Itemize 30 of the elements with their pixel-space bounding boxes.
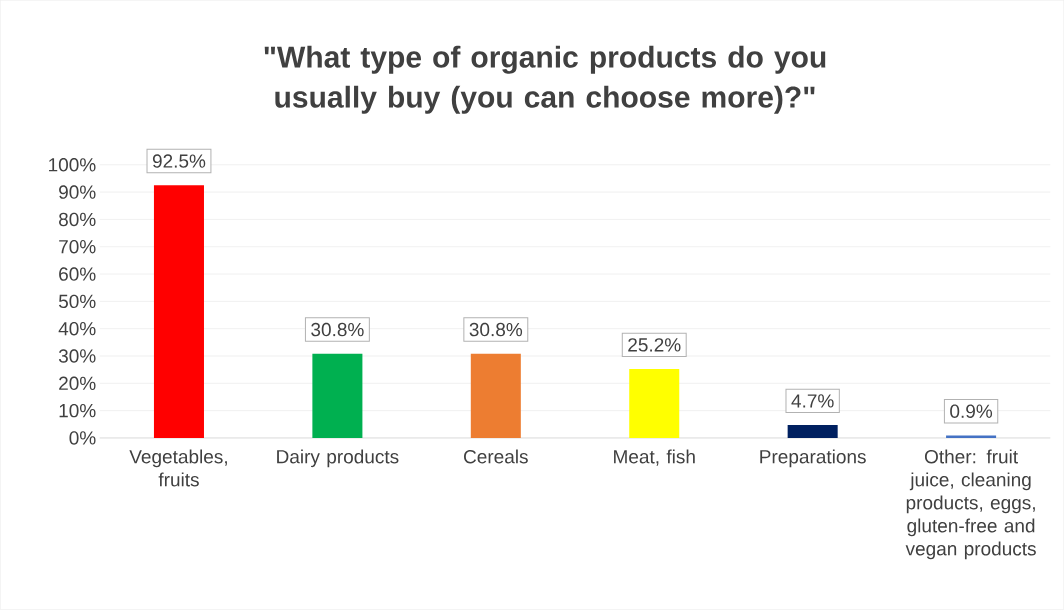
y-tick-label: 30% — [58, 349, 96, 363]
data-label: 0.9% — [950, 404, 993, 419]
y-tick-label: 10% — [59, 404, 96, 418]
bar — [470, 353, 521, 439]
x-tick-label: Preparations — [760, 449, 866, 468]
bar — [787, 425, 838, 439]
data-label: 30.8% — [311, 322, 364, 337]
data-label: 30.8% — [469, 322, 523, 337]
x-tick-label: Meat, fish — [614, 449, 695, 466]
y-tick-label: 100% — [49, 158, 96, 172]
y-tick-label: 20% — [59, 376, 96, 391]
x-tick-label: Dairy products — [277, 449, 399, 468]
y-tick-label: 80% — [59, 212, 96, 227]
bar — [946, 435, 997, 439]
x-tick-label: Cereals — [464, 449, 528, 464]
data-label: 4.7% — [791, 394, 834, 408]
y-tick-label: 90% — [59, 185, 96, 199]
y-tick-label: 70% — [59, 240, 96, 254]
bar — [153, 185, 204, 439]
y-tick-label: 50% — [58, 294, 96, 309]
x-tick-label: Other: fruit juice, cleaning products, eggs, gluten-free and vegan products — [905, 449, 1036, 560]
bar — [629, 369, 680, 439]
bar — [312, 353, 363, 439]
y-tick-label: 0% — [69, 431, 96, 445]
y-tick-label: 40% — [58, 322, 96, 336]
y-tick-label: 60% — [59, 267, 96, 281]
chart-title: "What type of organic products do you usually buy (you can choose more)?" — [264, 45, 826, 114]
x-tick-label: Vegetables, fruits — [129, 449, 227, 487]
data-label: 92.5% — [152, 154, 206, 168]
data-label: 25.2% — [628, 338, 681, 352]
